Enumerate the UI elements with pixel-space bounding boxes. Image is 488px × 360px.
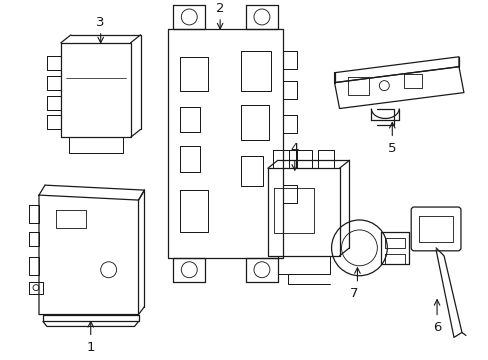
Text: 1: 1 <box>86 341 95 354</box>
Text: 7: 7 <box>349 287 358 300</box>
Text: 5: 5 <box>387 142 396 155</box>
Text: 6: 6 <box>432 321 440 334</box>
Text: 4: 4 <box>290 142 298 155</box>
Text: 3: 3 <box>96 17 105 30</box>
Text: 2: 2 <box>215 3 224 15</box>
